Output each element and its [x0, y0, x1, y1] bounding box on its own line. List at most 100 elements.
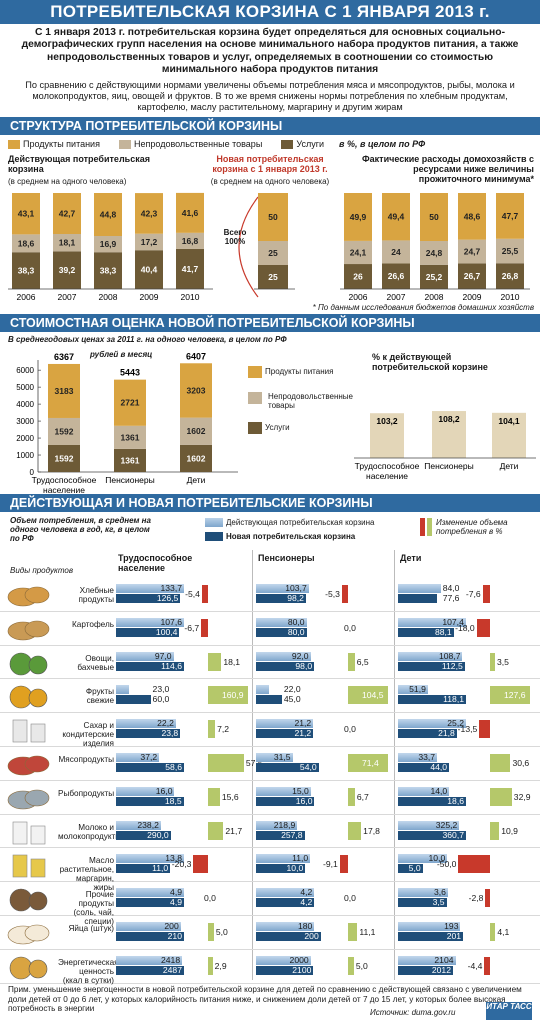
new-value: 112,5: [441, 660, 463, 671]
structure_current-value-label: 41,7: [182, 264, 199, 274]
change-bar: [348, 956, 354, 975]
row-separator: [0, 745, 540, 747]
new-value: 16,0: [295, 795, 313, 806]
change-bar: [201, 618, 208, 637]
legend-new-swatch: [205, 532, 223, 542]
page-title: ПОТРЕБИТЕЛЬСКАЯ КОРЗИНА С 1 ЯНВАРЯ 2013 …: [0, 0, 540, 24]
new-basket-bar: [256, 695, 282, 705]
structure_actual-value-label: 48,6: [464, 211, 481, 221]
current-value: 14,0: [430, 785, 448, 796]
change-value: 17,8: [363, 825, 380, 836]
table-row: Хлебные продукты 133,7 126,5 -5,4 103,7 98,2 -…: [0, 578, 540, 612]
legend-services-swatch: [281, 140, 294, 150]
new-value: 2100: [292, 964, 312, 975]
product-name: Рыбопродукты: [58, 788, 115, 798]
current-value: 193: [444, 921, 459, 931]
structure_actual-value-label: 26,6: [388, 271, 405, 281]
current-value: 21,2: [294, 718, 312, 729]
change-bar: [341, 585, 348, 603]
new-value: 114,6: [161, 660, 182, 671]
structure_actual-value-label: 25,5: [502, 246, 519, 256]
current-basket-bar: [116, 719, 176, 729]
structure_actual-year-label: 2006: [349, 292, 368, 302]
new-basket-total: Всего 100%: [223, 228, 247, 246]
current-basket-bar: [256, 922, 315, 931]
structure_actual-nonfood-bar: [420, 241, 448, 265]
oil-icon: [12, 855, 46, 878]
eggs-icon: [7, 924, 50, 945]
row-separator: [0, 779, 540, 781]
meat-icon: [7, 755, 50, 776]
change-bar: [458, 855, 490, 874]
new-basket-bar: [116, 965, 184, 975]
product-name: Мясопродукты: [58, 755, 114, 764]
change-bar: [348, 686, 388, 705]
cost-nonfood-bar: [48, 417, 80, 445]
current-value: 3,6: [434, 887, 446, 898]
structure_actual-value-label: 26,7: [464, 271, 481, 281]
cost-value-label: 1592: [55, 426, 74, 436]
change-bar: [208, 956, 213, 975]
table-row: Картофель 107,6 100,4 -6,7 80,0 80,0 0,0 107,4 8…: [0, 612, 540, 646]
row-separator: [0, 644, 540, 646]
new-basket-bar: [398, 830, 466, 840]
vegetables-icon: [9, 652, 48, 675]
new-basket-bar: [256, 830, 305, 840]
current-value: 2104: [434, 954, 454, 965]
structure_actual-services-bar: [344, 264, 372, 289]
structure-legend: Продукты питания Непродовольственные тов…: [8, 139, 425, 150]
current-value: 103,7: [285, 583, 307, 593]
current-basket-bar: [256, 617, 307, 627]
structure_current-food-bar: [135, 193, 163, 234]
new-value: 18,6: [447, 795, 464, 806]
structure_actual-value-label: 24: [391, 247, 401, 257]
structure_actual-services-bar: [458, 263, 486, 289]
structure_actual-services-bar: [382, 263, 410, 289]
change-value: -18,0: [455, 622, 475, 633]
milk-icon: [12, 821, 46, 844]
change-value: 71,4: [362, 758, 379, 768]
row-separator: [0, 610, 540, 612]
current-basket-title: Действующая потребительская корзина: [8, 154, 150, 174]
new-basket-bar: [256, 864, 306, 874]
structure_current-year-label: 2006: [17, 292, 36, 302]
cost-chart: 0 1000 2000 3000 4000 5000 6000 1592 1592 3183 63…: [16, 351, 238, 494]
new-basket-bar: [398, 932, 464, 941]
structure_actual-food-bar: [382, 193, 410, 241]
new-basket-bar: [398, 695, 466, 705]
new-value: 2012: [431, 964, 451, 975]
change-bar: [339, 855, 348, 874]
table-row: Энергетическая ценность (ккал в сутки) 24…: [0, 950, 540, 985]
new-basket-bar: [116, 830, 171, 840]
current-value: 37,2: [140, 752, 158, 762]
table-row: Сахар и кондитерские изделия 22,2 23,8 7,2 2…: [0, 713, 540, 748]
current-value: 13,8: [165, 853, 182, 864]
structure_new-value-label: 25: [268, 248, 278, 258]
spices-icon: [9, 888, 48, 912]
cost-services-bar: [48, 444, 80, 472]
legend-change-pos-swatch: [427, 518, 432, 536]
cost-ytick: 1000: [16, 451, 34, 460]
structure_current-nonfood-bar: [94, 236, 122, 253]
structure_actual-food-bar: [458, 193, 486, 240]
new-value: 23,8: [161, 728, 179, 739]
products-column-label: Виды продуктов: [10, 566, 74, 575]
change-value: 2,9: [214, 960, 227, 971]
table-row: Прочие продукты (соль, чай, специи) 4,9 4,…: [0, 882, 540, 926]
change-bar: [490, 754, 511, 772]
product-name: Картофель: [72, 619, 114, 629]
current-basket-bar: [398, 854, 448, 864]
current-basket-bar: [256, 753, 293, 762]
current-value: 10,0: [428, 853, 446, 864]
structure_actual-food-bar: [496, 193, 524, 239]
current-value: 218,9: [273, 819, 296, 830]
cost-food-bar: [114, 379, 146, 426]
current-value: 33,7: [418, 752, 436, 762]
current-basket-bar: [398, 888, 448, 898]
structure_actual-value-label: 24,7: [464, 247, 481, 257]
current-basket-bar: [398, 786, 450, 796]
current-basket-bar: [116, 786, 175, 796]
current-value: 22,2: [157, 718, 174, 729]
new-value: 10,0: [286, 863, 304, 874]
